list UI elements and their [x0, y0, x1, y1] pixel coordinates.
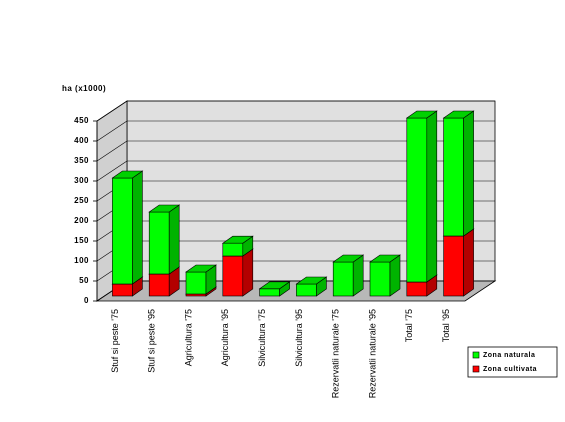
x-tick-label: Silvicultura '95: [294, 309, 304, 367]
x-tick-label: Stuf si peste '75: [110, 309, 120, 373]
bar-side: [463, 228, 474, 297]
bar-front: [185, 271, 207, 295]
x-tick-label: Stuf si peste '95: [147, 309, 157, 373]
bar-front: [112, 177, 133, 285]
bar-side: [426, 110, 438, 283]
y-tick-label: 50: [79, 276, 89, 285]
bar-front: [443, 235, 464, 297]
x-tick-label: Rezervatii naturale '75: [331, 309, 341, 398]
bar-front: [332, 261, 354, 297]
bar-front: [443, 117, 464, 237]
y-axis-label: ha (x1000): [62, 84, 106, 93]
bar-front: [259, 288, 280, 297]
y-tick-label: 250: [74, 196, 89, 205]
bar-top: [442, 110, 475, 119]
bar-top: [185, 264, 217, 273]
grid-line: [96, 160, 128, 182]
x-tick-label: Agricultura '95: [220, 309, 230, 366]
bar-top: [221, 235, 254, 244]
y-tick-label: 100: [74, 256, 89, 265]
x-tick-label: Rezervatii naturale '95: [367, 309, 377, 398]
back-wall: [126, 100, 496, 282]
legend-label: Zona naturala: [483, 352, 535, 359]
bar-front: [406, 281, 428, 297]
bar-top: [258, 281, 291, 290]
y-tick-label: 300: [74, 176, 89, 185]
grid-line: [96, 100, 128, 122]
bar-top: [111, 170, 144, 179]
bar-side: [242, 248, 254, 297]
legend-box: [467, 346, 558, 378]
y-tick-label: 200: [74, 216, 89, 225]
y-tick-label: 450: [74, 116, 89, 125]
bar-front: [148, 273, 170, 297]
y-tick-label: 400: [74, 136, 89, 145]
bar-front: [369, 261, 391, 297]
y-tick-label: 150: [74, 236, 89, 245]
bar-top: [148, 204, 181, 213]
bar-top: [295, 276, 328, 285]
bar-front: [296, 283, 317, 297]
y-tick-label: 0: [84, 296, 89, 305]
legend-label: Zona cultivata: [483, 366, 537, 373]
bar-front: [112, 283, 133, 297]
x-tick-label: Total '75: [404, 309, 414, 342]
bar-front: [222, 242, 244, 257]
bar-side: [132, 170, 143, 285]
grid-line: [96, 140, 128, 162]
grid-line: [96, 120, 128, 142]
bar-front: [406, 117, 428, 283]
x-tick-label: Total '95: [441, 309, 451, 342]
y-tick-label: 350: [74, 156, 89, 165]
bar-front: [148, 211, 170, 275]
bar-top: [369, 254, 401, 263]
bar-top: [332, 254, 365, 263]
legend-swatch: [472, 351, 480, 359]
x-tick-label: Agricultura '75: [183, 309, 193, 366]
bar-front: [222, 255, 244, 297]
bar-top: [405, 110, 438, 119]
legend: Zona naturala Zona cultivata: [467, 346, 558, 378]
bar-side: [463, 110, 474, 237]
bar-side: [168, 204, 180, 275]
x-tick-label: Silvicultura '75: [257, 309, 267, 367]
legend-swatch: [472, 365, 480, 373]
